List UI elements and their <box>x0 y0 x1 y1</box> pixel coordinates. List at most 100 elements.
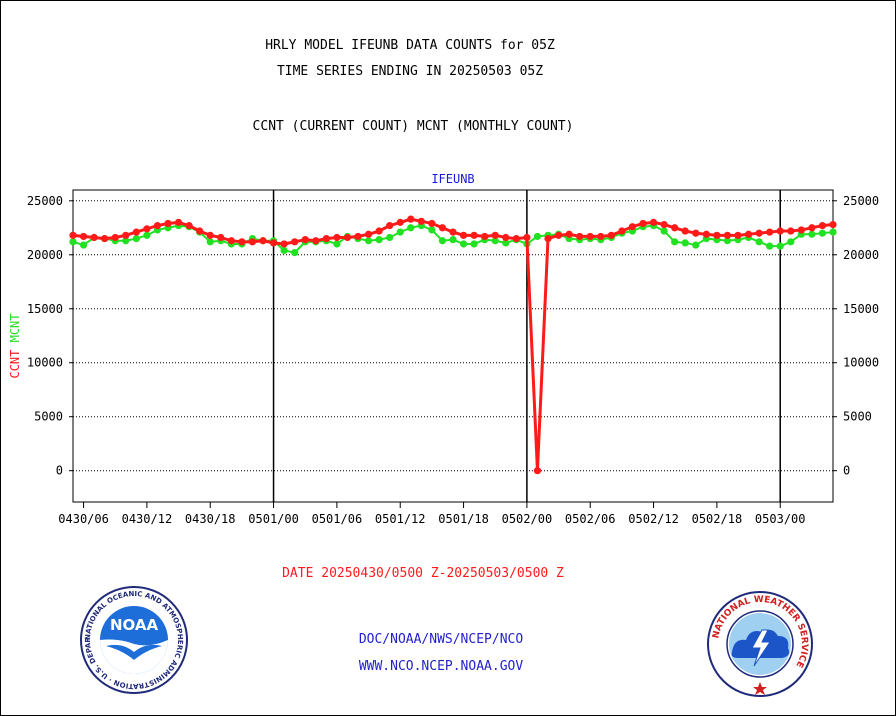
ccnt-point <box>797 226 805 234</box>
y-tick-label: 0 <box>56 464 63 478</box>
ccnt-point <box>428 219 436 228</box>
x-tick-label: 0430/12 <box>122 512 173 526</box>
mcnt-point <box>280 246 288 255</box>
ccnt-point <box>153 222 162 230</box>
ccnt-point <box>607 231 615 239</box>
ccnt-point <box>375 227 383 235</box>
ccnt-point <box>787 227 795 235</box>
x-tick-label: 0501/12 <box>375 512 426 526</box>
ccnt-point <box>111 233 119 242</box>
x-tick-label: 0501/06 <box>312 512 363 526</box>
ccnt-point <box>818 222 827 230</box>
ccnt-line <box>72 217 834 473</box>
ccnt-point <box>259 237 267 245</box>
ccnt-point <box>660 220 668 229</box>
noaa-logo-text: NOAA <box>110 616 159 634</box>
y-tick-label-right: 0 <box>843 464 850 478</box>
y-tick-label-right: 15000 <box>843 302 879 316</box>
mcnt-point <box>428 226 436 234</box>
x-tick-label: 0502/00 <box>502 512 553 526</box>
mcnt-point <box>692 241 700 249</box>
mcnt-point <box>818 229 827 237</box>
ccnt-point <box>723 231 732 239</box>
mcnt-point <box>459 240 468 248</box>
mcnt-point <box>206 238 214 246</box>
mcnt-point <box>723 237 732 245</box>
org-credit: DOC/NOAA/NWS/NCEP/NCO <box>358 632 524 647</box>
ccnt-point <box>829 220 837 229</box>
mcnt-point <box>79 241 88 249</box>
ccnt-point <box>291 238 299 246</box>
mcnt-point <box>491 237 499 245</box>
mcnt-point <box>829 228 837 236</box>
y-tick-label-right: 25000 <box>843 194 879 208</box>
ccnt-point <box>185 222 193 230</box>
ccnt-point <box>122 231 130 239</box>
ccnt-point <box>90 233 98 242</box>
ccnt-point <box>196 227 204 235</box>
ccnt-point <box>101 234 109 243</box>
ccnt-point <box>206 231 214 239</box>
y-label-ccnt: CCNT <box>8 342 22 378</box>
ccnt-point <box>491 231 499 239</box>
mcnt-point <box>660 227 668 235</box>
ccnt-point <box>438 224 447 232</box>
ccnt-point <box>512 234 520 243</box>
ccnt-point <box>312 237 320 245</box>
ccnt-point <box>808 224 816 232</box>
website-link[interactable]: WWW.NCO.NCEP.NOAA.GOV <box>358 659 524 674</box>
x-tick-label: 0502/18 <box>692 512 743 526</box>
ccnt-point <box>217 233 225 242</box>
ccnt-point <box>533 467 542 475</box>
ccnt-point <box>354 232 362 241</box>
ccnt-point <box>734 231 742 239</box>
ccnt-point <box>459 231 468 239</box>
mcnt-point <box>333 240 341 248</box>
y-tick-label: 20000 <box>27 248 63 262</box>
x-tick-label: 0501/18 <box>438 512 489 526</box>
ccnt-point <box>776 227 784 235</box>
mcnt-point <box>671 238 679 246</box>
plot-area <box>72 189 834 503</box>
title-line-1: HRLY MODEL IFEUNB DATA COUNTS for 05Z <box>265 38 555 53</box>
ccnt-point <box>407 215 415 223</box>
mcnt-point <box>449 236 457 244</box>
ccnt-point <box>544 234 552 243</box>
x-tick-label: 0503/00 <box>755 512 806 526</box>
ccnt-point <box>586 232 594 241</box>
ccnt-point <box>502 233 510 242</box>
ccnt-point <box>649 218 658 226</box>
mcnt-point <box>375 236 383 244</box>
y-tick-label: 15000 <box>27 302 63 316</box>
y-tick-label: 25000 <box>27 194 63 208</box>
date-range-label: DATE 20250430/0500 Z-20250503/0500 Z <box>282 566 564 581</box>
ccnt-point <box>280 240 288 248</box>
ccnt-point <box>227 237 235 245</box>
mcnt-point <box>407 224 415 232</box>
mcnt-point <box>438 237 447 245</box>
ccnt-point <box>143 225 151 233</box>
plot-title: IFEUNB <box>431 172 475 186</box>
ccnt-point <box>671 224 679 232</box>
ccnt-point <box>639 219 647 228</box>
ccnt-point <box>628 223 637 231</box>
y-axis-label: CCNT MCNT <box>8 313 22 378</box>
ccnt-point <box>164 219 172 228</box>
ccnt-point <box>79 232 88 241</box>
ccnt-point <box>364 230 373 238</box>
ccnt-point <box>248 238 257 246</box>
ccnt-point <box>333 233 341 242</box>
ccnt-point <box>565 230 573 238</box>
mcnt-point <box>533 232 542 241</box>
mcnt-point <box>132 234 140 243</box>
ccnt-point <box>132 228 140 236</box>
mcnt-point <box>787 238 795 246</box>
ccnt-point <box>713 231 721 239</box>
y-tick-label: 10000 <box>27 356 63 370</box>
mcnt-point <box>143 231 151 239</box>
x-tick-label: 0502/12 <box>628 512 679 526</box>
ccnt-point <box>301 236 309 244</box>
ccnt-point <box>386 222 394 230</box>
mcnt-point <box>776 242 784 250</box>
